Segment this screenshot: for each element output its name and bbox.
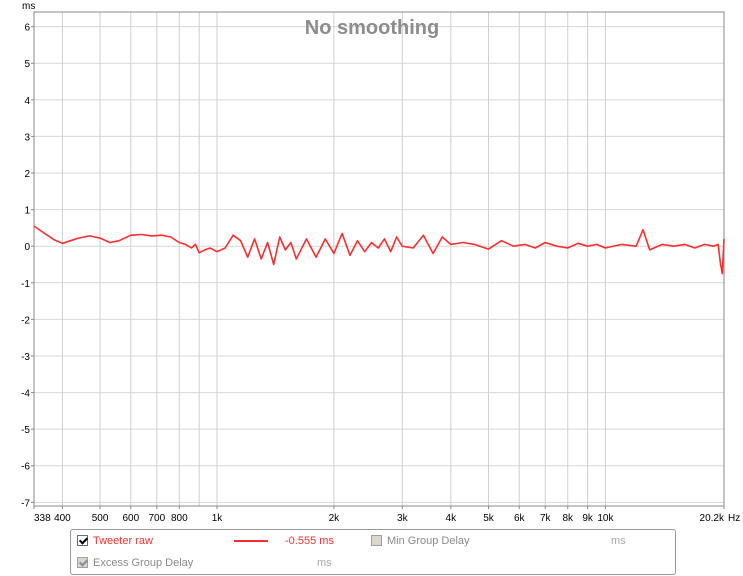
legend-swatch-tweeter-raw bbox=[234, 540, 268, 542]
x-tick-label: 800 bbox=[171, 513, 188, 524]
legend-value-excess-group-delay: ms bbox=[317, 557, 332, 569]
x-axis-ticks: 338 400 500 600 700 800 1k 2k 3k 4k 5k 6k 7k 8k 9k 10k 2… bbox=[33, 506, 725, 524]
x-tick-label: 9k bbox=[582, 513, 594, 524]
y-tick-label: 0 bbox=[24, 242, 30, 253]
excess-group-delay-checkbox[interactable] bbox=[77, 557, 88, 568]
x-axis-unit-label: Hz bbox=[728, 513, 740, 524]
x-tick-label: 10k bbox=[597, 513, 614, 524]
y-tick-label: 1 bbox=[24, 206, 30, 217]
y-tick-label: -6 bbox=[21, 462, 30, 473]
x-tick-label: 338 bbox=[34, 513, 51, 524]
y-tick-label: -2 bbox=[21, 315, 30, 326]
legend-value-tweeter-raw: -0.555 ms bbox=[285, 535, 334, 547]
x-tick-label: 500 bbox=[92, 513, 109, 524]
x-tick-label: 400 bbox=[54, 513, 71, 524]
y-axis-label: ms bbox=[22, 1, 35, 12]
y-tick-label: -3 bbox=[21, 352, 30, 363]
x-tick-label: 1k bbox=[212, 513, 224, 524]
legend-label-min-group-delay: Min Group Delay bbox=[387, 535, 470, 547]
x-tick-label: 8k bbox=[562, 513, 574, 524]
x-tick-label: 3k bbox=[397, 513, 409, 524]
chart-grid bbox=[33, 12, 725, 506]
y-tick-label: 2 bbox=[24, 169, 30, 180]
y-tick-label: -1 bbox=[21, 279, 30, 290]
y-tick-label: -7 bbox=[21, 498, 30, 509]
x-tick-label: 20.2k bbox=[700, 513, 725, 524]
y-tick-label: -4 bbox=[21, 389, 30, 400]
x-tick-label: 6k bbox=[514, 513, 526, 524]
y-tick-label: 3 bbox=[24, 132, 30, 143]
x-tick-label: 5k bbox=[483, 513, 495, 524]
tweeter-raw-checkbox[interactable] bbox=[77, 535, 88, 546]
x-tick-label: 600 bbox=[122, 513, 139, 524]
legend-value-min-group-delay: ms bbox=[611, 535, 626, 547]
group-delay-chart: 6 5 4 3 2 1 0 -1 -2 -3 -4 -5 -6 -7 338 400 500 600 700 800… bbox=[21, 1, 740, 524]
y-tick-label: -5 bbox=[21, 425, 30, 436]
legend-label-excess-group-delay: Excess Group Delay bbox=[93, 557, 194, 569]
x-tick-label: 2k bbox=[329, 513, 341, 524]
x-tick-label: 7k bbox=[540, 513, 552, 524]
plot-frame bbox=[33, 11, 725, 507]
legend: Tweeter raw -0.555 ms Min Group Delay ms… bbox=[70, 529, 676, 575]
chart-title: No smoothing bbox=[305, 17, 439, 39]
legend-label-tweeter-raw: Tweeter raw bbox=[93, 535, 153, 547]
x-tick-label: 4k bbox=[446, 513, 458, 524]
min-group-delay-checkbox[interactable] bbox=[371, 535, 382, 546]
y-tick-label: 4 bbox=[24, 96, 30, 107]
y-tick-label: 6 bbox=[24, 23, 30, 34]
y-axis-ticks: 6 5 4 3 2 1 0 -1 -2 -3 -4 -5 -6 -7 bbox=[21, 23, 34, 509]
y-tick-label: 5 bbox=[24, 59, 30, 70]
x-tick-label: 700 bbox=[148, 513, 165, 524]
series-line-tweeter-raw bbox=[33, 225, 725, 275]
